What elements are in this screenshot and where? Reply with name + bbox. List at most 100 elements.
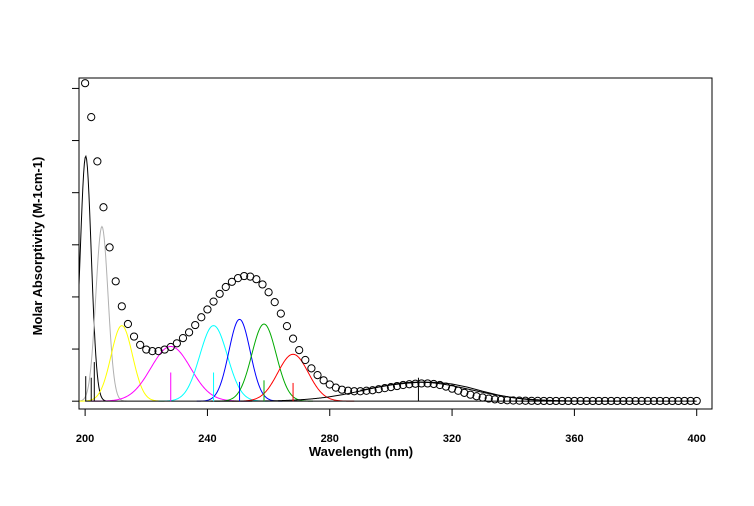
observed-point xyxy=(172,339,181,348)
observed-point xyxy=(447,384,457,393)
observed-point xyxy=(545,396,555,406)
observed-point xyxy=(337,385,347,394)
observed-point xyxy=(81,79,90,88)
x-tick-label: 360 xyxy=(565,433,583,445)
observed-point xyxy=(423,379,432,388)
observed-point xyxy=(399,380,408,390)
observed-point xyxy=(655,396,665,406)
x-axis: 200 240 280 320 360 400 xyxy=(76,408,706,445)
observed-point xyxy=(441,382,451,391)
observed-point xyxy=(686,396,695,406)
observed-point xyxy=(478,393,487,402)
observed-point xyxy=(344,386,353,395)
observed-point xyxy=(417,379,426,388)
observed-point xyxy=(606,396,616,406)
observed-point xyxy=(435,380,444,390)
observed-point xyxy=(129,332,139,341)
observed-point xyxy=(380,384,389,393)
observed-point xyxy=(136,340,145,349)
observed-point xyxy=(319,376,328,385)
observed-point xyxy=(386,383,396,392)
observed-point xyxy=(521,396,530,405)
x-tick-label: 280 xyxy=(321,433,339,445)
observed-point xyxy=(99,203,108,212)
observed-point xyxy=(662,396,671,406)
observed-point xyxy=(209,297,218,306)
observed-point xyxy=(148,347,157,356)
observed-point xyxy=(692,396,701,406)
observed-point xyxy=(490,395,499,404)
band-curve-3 xyxy=(78,325,165,402)
observed-point xyxy=(551,396,561,406)
observed-point xyxy=(87,112,96,122)
observed-point xyxy=(576,396,585,406)
observed-point xyxy=(166,342,175,352)
observed-point xyxy=(301,355,310,365)
observed-point xyxy=(117,302,126,311)
observed-point xyxy=(674,396,683,406)
observed-point xyxy=(105,243,114,252)
observed-point xyxy=(362,386,371,395)
band-curve-4 xyxy=(91,345,251,402)
observed-point xyxy=(313,371,322,380)
observed-point xyxy=(374,385,383,394)
band-curve-1 xyxy=(78,154,108,402)
observed-point xyxy=(264,288,273,297)
observed-point xyxy=(643,396,652,406)
observed-point xyxy=(637,396,646,406)
observed-point xyxy=(233,274,243,283)
observed-point xyxy=(276,309,285,318)
observed-point xyxy=(154,347,163,356)
observed-point xyxy=(331,383,340,392)
observed-point xyxy=(527,396,536,405)
stick-layer xyxy=(85,362,419,402)
band-curve-7 xyxy=(215,323,313,402)
observed-point xyxy=(472,392,481,401)
observed-point xyxy=(582,396,591,406)
fitted-envelope xyxy=(360,381,575,402)
x-tick-label: 240 xyxy=(198,433,216,445)
observed-point xyxy=(240,271,249,281)
observed-point xyxy=(191,320,200,330)
observed-point xyxy=(93,157,102,166)
band-curve-8 xyxy=(231,353,355,402)
observed-point xyxy=(429,379,438,389)
observed-point xyxy=(496,395,506,404)
y-axis xyxy=(72,87,80,402)
band-curve-5 xyxy=(158,325,269,402)
band-curve-6 xyxy=(196,318,283,402)
y-axis-title: Molar Absorptivity (M-1cm-1) xyxy=(30,157,45,336)
observed-point xyxy=(270,298,279,307)
observed-point xyxy=(258,280,267,289)
x-tick-label: 320 xyxy=(443,433,461,445)
observed-point xyxy=(215,289,224,298)
observed-point xyxy=(227,277,236,286)
observed-point xyxy=(484,394,493,403)
observed-point xyxy=(515,396,524,405)
x-tick-label: 400 xyxy=(688,433,706,445)
observed-point xyxy=(368,386,377,395)
observed-point xyxy=(613,396,622,406)
observed-point xyxy=(392,381,402,391)
observed-point xyxy=(594,396,603,406)
observed-point xyxy=(466,390,475,399)
observed-point xyxy=(178,334,188,343)
observed-point xyxy=(411,379,420,388)
observed-point xyxy=(564,396,573,406)
observed-point xyxy=(503,396,512,405)
observed-point xyxy=(625,396,634,406)
observed-point xyxy=(288,334,298,343)
x-tick-label: 200 xyxy=(76,433,94,445)
observed-point xyxy=(619,396,628,406)
observed-point xyxy=(197,313,206,322)
observed-point xyxy=(668,396,677,406)
observed-point xyxy=(221,282,230,292)
observed-point xyxy=(454,386,463,395)
observed-point xyxy=(282,322,292,331)
observed-point xyxy=(460,388,469,397)
observed-point xyxy=(203,305,212,314)
observed-point xyxy=(631,396,640,406)
observed-point xyxy=(123,319,133,329)
